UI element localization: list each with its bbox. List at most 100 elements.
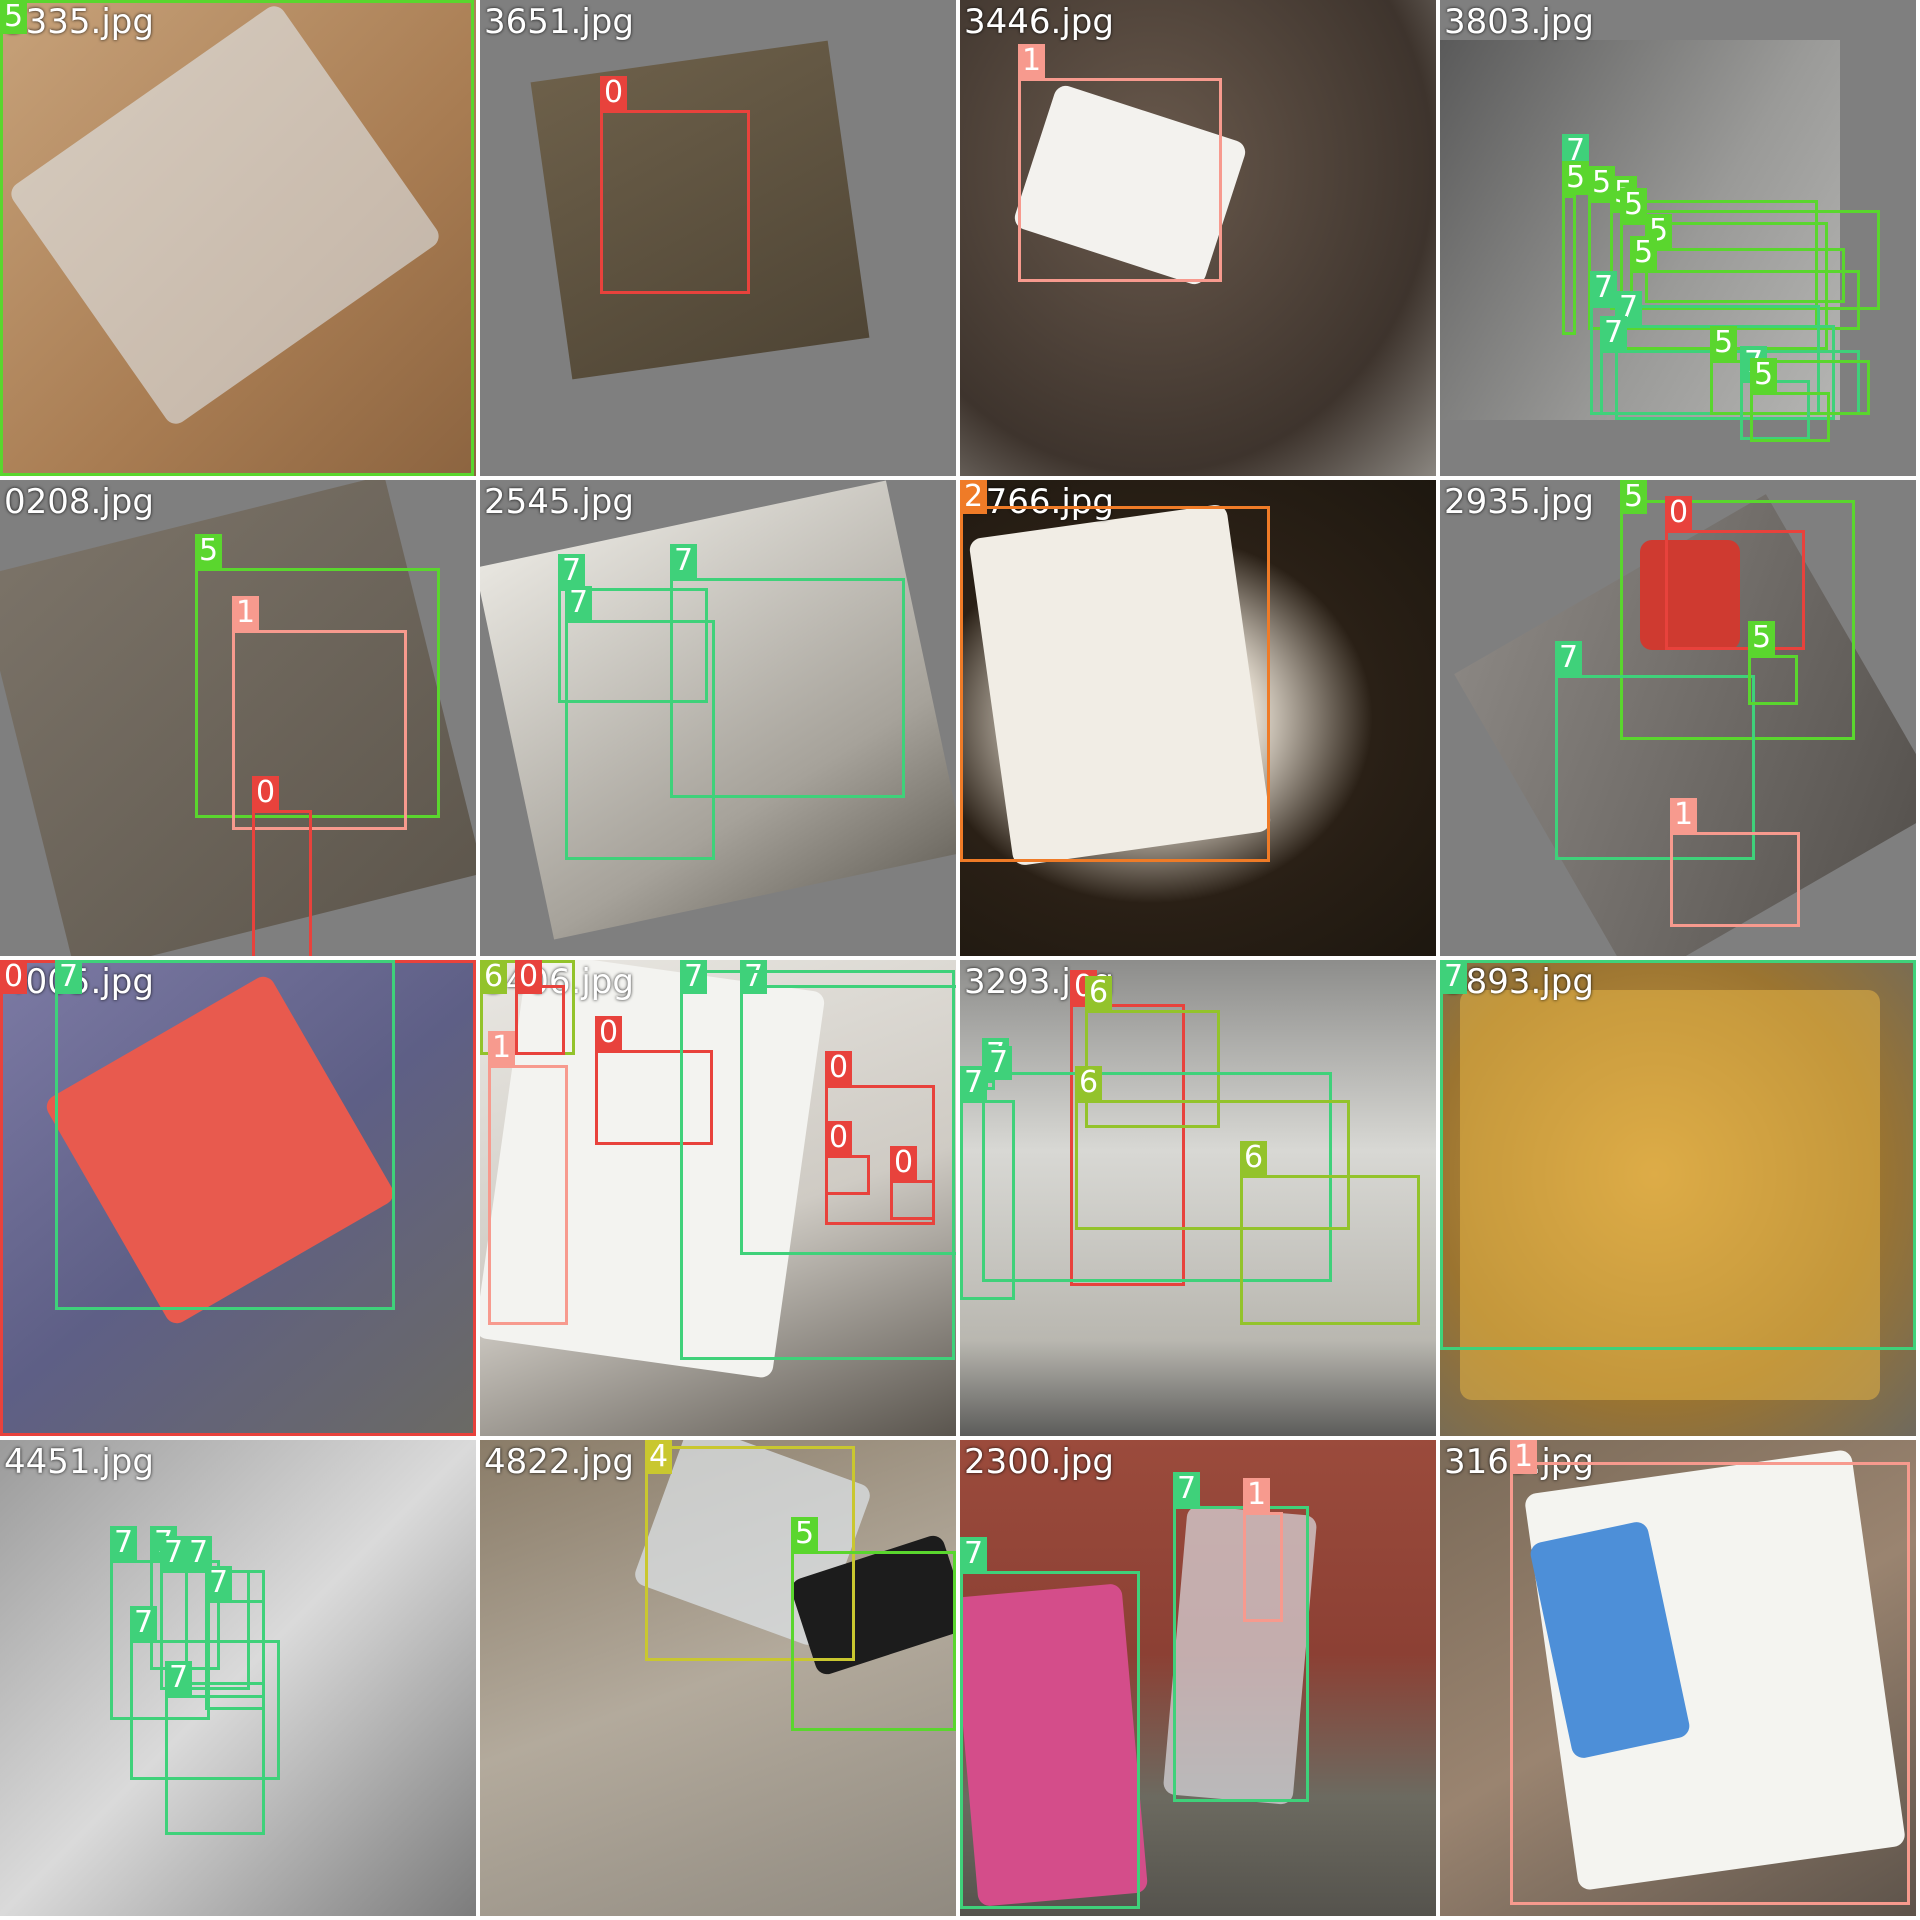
photo-object (1640, 540, 1740, 650)
class-label: 6 (480, 960, 508, 994)
class-label: 7 (740, 960, 768, 994)
tile-filename: 3893.jpg (1444, 962, 1594, 1002)
class-label: 5 (195, 534, 223, 568)
class-label: 7 (1440, 960, 1468, 994)
class-label: 6 (1085, 976, 1113, 1010)
tile-photo (1440, 40, 1840, 420)
bounding-box (1610, 210, 1880, 310)
mosaic-tile: 3893.jpg 7 (1440, 960, 1916, 1436)
mosaic-tile: 3651.jpg 0 (480, 0, 956, 476)
bounding-box (1645, 248, 1845, 303)
class-label: 7 (205, 1566, 233, 1600)
class-label: 5 (791, 1517, 819, 1551)
mosaic-tile: 0208.jpg 5 1 0 (0, 480, 476, 956)
class-label: 0 (825, 1051, 853, 1085)
tile-filename: 2300.jpg (964, 1442, 1114, 1482)
tile-filename: 4451.jpg (4, 1442, 154, 1482)
bounding-box (1510, 1462, 1910, 1905)
class-label: 7 (670, 544, 698, 578)
class-label: 7 (1555, 641, 1583, 675)
bounding-box (1240, 1175, 1420, 1325)
class-label: 7 (960, 1066, 988, 1100)
bounding-box (1620, 500, 1855, 740)
mosaic-tile: 2766.jpg 2 (960, 480, 1436, 956)
bounding-box (680, 970, 955, 1360)
bounding-box (565, 620, 715, 860)
class-label: 7 (985, 1046, 1013, 1080)
class-label: 5 (1630, 236, 1658, 270)
mosaic-tile: 2935.jpg 5 0 7 5 1 (1440, 480, 1916, 956)
class-label: 5 (1750, 358, 1778, 392)
bounding-box (558, 588, 708, 703)
bounding-box (1670, 832, 1800, 927)
mosaic-tile: 2545.jpg 7 7 7 (480, 480, 956, 956)
bounding-box (1562, 195, 1576, 335)
mosaic-tile: 2300.jpg 7 1 7 (960, 1440, 1436, 1916)
mosaic-tile: 3446.jpg 1 (960, 0, 1436, 476)
mosaic-tile: 3406.jpg 6 0 0 7 7 0 0 0 1 (480, 960, 956, 1436)
bounding-box (55, 960, 395, 1310)
bounding-box (252, 810, 312, 956)
mosaic-tile: 4822.jpg 4 5 (480, 1440, 956, 1916)
class-label: 0 (825, 1121, 853, 1155)
class-label: 5 (1620, 188, 1648, 222)
bounding-box (1710, 360, 1870, 415)
bounding-box (670, 578, 905, 798)
tile-filename: 3803.jpg (1444, 2, 1594, 42)
tile-filename: 2935.jpg (1444, 482, 1594, 522)
bounding-box (985, 1080, 995, 1090)
bounding-box (595, 1050, 713, 1145)
class-label: 7 (1600, 316, 1628, 350)
class-label: 7 (680, 960, 708, 994)
tile-filename: 4822.jpg (484, 1442, 634, 1482)
bounding-box (1440, 960, 1916, 1350)
class-label: 7 (558, 554, 586, 588)
class-label: 1 (1510, 1440, 1538, 1474)
bounding-box (165, 1695, 265, 1835)
class-label: 7 (960, 1537, 988, 1571)
class-label: 7 (565, 586, 593, 620)
class-label: 7 (1173, 1472, 1201, 1506)
class-label: 7 (110, 1526, 138, 1560)
class-label: 7 (160, 1536, 188, 1570)
class-label: 0 (595, 1016, 623, 1050)
class-label: 7 (185, 1536, 213, 1570)
class-label: 6 (1075, 1066, 1103, 1100)
bounding-box (791, 1551, 956, 1731)
mosaic-tile: 3335.jpg 5 (0, 0, 476, 476)
bounding-box (1555, 675, 1755, 860)
class-label: 5 (1562, 161, 1590, 195)
mosaic-tile: 3293.jpg0677676 (960, 960, 1436, 1436)
mosaic-tile: 4005.jpg07 (0, 960, 476, 1436)
class-label: 0 (600, 76, 628, 110)
bounding-box (600, 110, 750, 294)
class-label: 0 (1665, 496, 1693, 530)
class-label: 0 (0, 960, 28, 994)
bounding-box (960, 506, 1270, 862)
bounding-box (1018, 78, 1222, 282)
tile-filename: 2545.jpg (484, 482, 634, 522)
class-label: 1 (488, 1031, 516, 1065)
class-label: 1 (232, 596, 260, 630)
bounding-box (515, 985, 565, 1055)
class-label: 7 (165, 1661, 193, 1695)
bounding-box (960, 1571, 1140, 1909)
class-label: 1 (1243, 1478, 1271, 1512)
class-label: 0 (515, 960, 543, 994)
photo-object (1460, 990, 1880, 1400)
tile-photo (960, 960, 1436, 1436)
class-label: 7 (1590, 271, 1618, 305)
class-label: 1 (1018, 44, 1046, 78)
bounding-box (1075, 1100, 1350, 1230)
bounding-box (1750, 392, 1830, 442)
bounding-box (960, 1100, 1015, 1300)
tile-filename: 3406.jpg (484, 962, 634, 1002)
bounding-box (1070, 1004, 1185, 1286)
class-label: 1 (1670, 798, 1698, 832)
tile-filename: 3446.jpg (964, 2, 1114, 42)
tile-filename: 3335.jpg (4, 2, 154, 42)
bounding-box (195, 568, 440, 818)
mosaic-tile: 3803.jpg7555555777575 (1440, 0, 1916, 476)
